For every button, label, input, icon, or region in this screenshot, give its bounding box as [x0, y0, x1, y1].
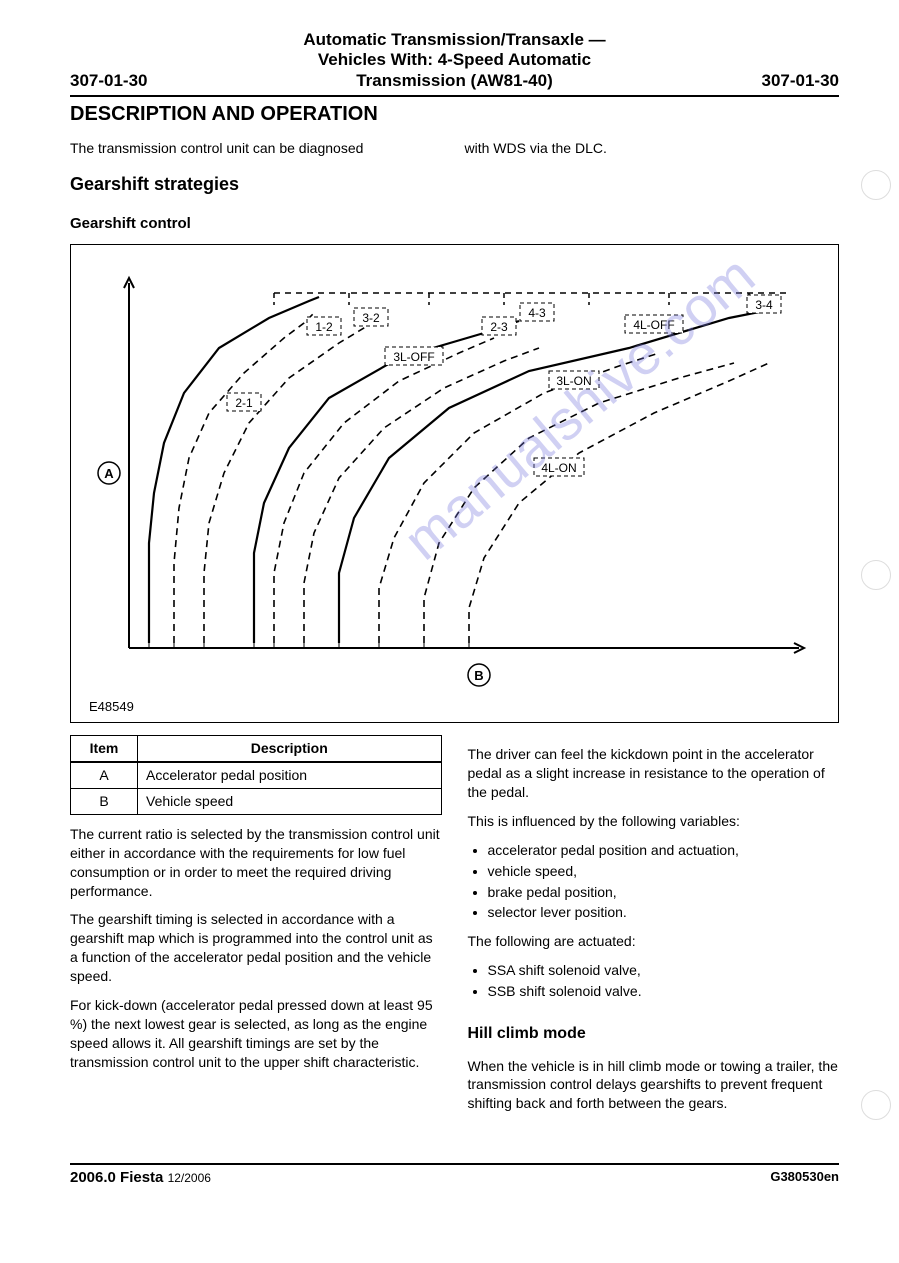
- list-item: accelerator pedal position and actuation…: [488, 841, 840, 860]
- legend-header-item: Item: [71, 736, 138, 762]
- legend-desc: Vehicle speed: [138, 788, 442, 814]
- list-item: selector lever position.: [488, 903, 840, 922]
- svg-text:B: B: [474, 668, 483, 683]
- actuated-list: SSA shift solenoid valve, SSB shift solen…: [468, 961, 840, 1001]
- punch-hole: [861, 560, 891, 590]
- section-title: DESCRIPTION AND OPERATION: [70, 103, 839, 126]
- footer-right: G380530en: [770, 1169, 839, 1186]
- list-item: brake pedal position,: [488, 883, 840, 902]
- svg-text:3L-ON: 3L-ON: [556, 374, 591, 388]
- svg-text:4-3: 4-3: [528, 306, 546, 320]
- legend-header-desc: Description: [138, 736, 442, 762]
- para-left-1: The current ratio is selected by the tra…: [70, 825, 442, 901]
- list-item: SSA shift solenoid valve,: [488, 961, 840, 980]
- table-row: BVehicle speed: [71, 788, 442, 814]
- svg-text:4L-ON: 4L-ON: [541, 461, 576, 475]
- chart-frame: manualshive.com 2-11-23-23L-OFF2-34-33L-…: [70, 244, 839, 723]
- gearshift-chart: 2-1 1-2 3-2 3L-OFF 2-3 4-3 3L-ON 4L-OFF 4L-ON 3-4…: [89, 263, 829, 693]
- svg-text:1-2: 1-2: [315, 320, 333, 334]
- svg-text:3-2: 3-2: [362, 311, 380, 325]
- heading-gearshift-control: Gearshift control: [70, 215, 839, 232]
- svg-text:3L-OFF: 3L-OFF: [393, 350, 434, 364]
- para-left-3: For kick-down (accelerator pedal pressed…: [70, 996, 442, 1072]
- para-right-2: This is influenced by the following vari…: [468, 812, 840, 831]
- intro-text: The transmission control unit can be dia…: [70, 140, 839, 156]
- page-footer: 2006.0 Fiesta 12/2006 G380530en: [70, 1163, 839, 1186]
- legend-table: Item Description AAccelerator pedal posi…: [70, 735, 442, 815]
- svg-text:3-4: 3-4: [755, 298, 773, 312]
- heading-gearshift-strategies: Gearshift strategies: [70, 174, 839, 195]
- svg-text:A: A: [104, 466, 114, 481]
- header-section-left: 307-01-30: [70, 71, 148, 91]
- figure-number: E48549: [89, 699, 820, 714]
- svg-text:2-1: 2-1: [235, 396, 253, 410]
- svg-text:4L-OFF: 4L-OFF: [633, 318, 674, 332]
- header-section-right: 307-01-30: [761, 71, 839, 91]
- left-column: Item Description AAccelerator pedal posi…: [70, 735, 442, 1123]
- header-title: Automatic Transmission/Transaxle — Vehic…: [148, 30, 762, 91]
- para-right-3: The following are actuated:: [468, 932, 840, 951]
- footer-left: 2006.0 Fiesta 12/2006: [70, 1169, 211, 1186]
- table-row: AAccelerator pedal position: [71, 762, 442, 788]
- para-right-1: The driver can feel the kickdown point i…: [468, 745, 840, 802]
- legend-item: B: [71, 788, 138, 814]
- variables-list: accelerator pedal position and actuation…: [468, 841, 840, 923]
- svg-text:2-3: 2-3: [490, 320, 508, 334]
- punch-hole: [861, 1090, 891, 1120]
- right-column: The driver can feel the kickdown point i…: [468, 735, 840, 1123]
- para-left-2: The gearshift timing is selected in acco…: [70, 910, 442, 986]
- heading-hill-climb: Hill climb mode: [468, 1023, 840, 1045]
- list-item: vehicle speed,: [488, 862, 840, 881]
- list-item: SSB shift solenoid valve.: [488, 982, 840, 1001]
- legend-desc: Accelerator pedal position: [138, 762, 442, 788]
- legend-item: A: [71, 762, 138, 788]
- page-header: 307-01-30 Automatic Transmission/Transax…: [70, 30, 839, 97]
- para-right-4: When the vehicle is in hill climb mode o…: [468, 1057, 840, 1114]
- punch-hole: [861, 170, 891, 200]
